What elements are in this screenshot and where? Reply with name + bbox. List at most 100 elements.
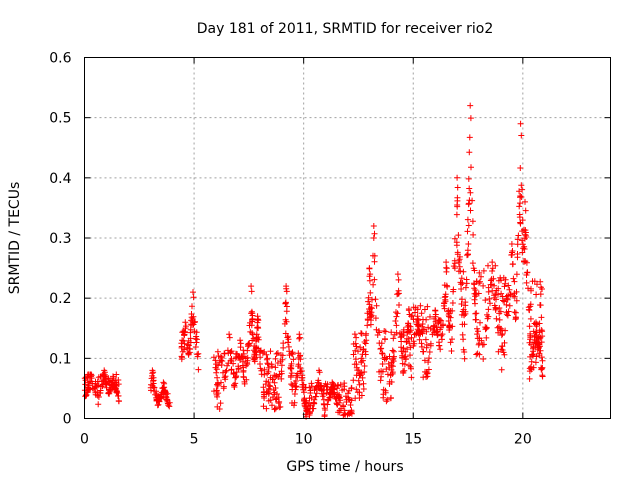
data-point	[421, 357, 428, 364]
data-point	[400, 370, 407, 376]
data-point	[418, 343, 425, 350]
data-point	[471, 281, 478, 288]
data-point	[217, 400, 224, 407]
data-point	[533, 336, 540, 343]
data-point	[152, 391, 159, 398]
data-point	[469, 260, 476, 267]
data-point	[425, 324, 432, 331]
data-point	[532, 332, 539, 339]
data-point	[382, 328, 389, 335]
data-point	[418, 310, 425, 317]
data-point	[408, 334, 415, 341]
data-point	[212, 357, 219, 364]
data-point	[288, 360, 295, 367]
data-point	[464, 252, 470, 259]
data-point	[84, 389, 91, 396]
data-point	[388, 329, 395, 336]
data-point	[332, 395, 339, 402]
data-point	[426, 349, 433, 355]
data-point	[293, 383, 300, 390]
data-point	[190, 289, 196, 296]
data-point	[366, 314, 373, 321]
data-point	[352, 356, 359, 363]
data-point	[351, 361, 358, 368]
data-point	[519, 217, 526, 224]
data-point	[455, 257, 462, 264]
data-point	[260, 403, 267, 410]
data-point	[518, 194, 525, 200]
data-point	[506, 286, 513, 293]
data-point	[189, 318, 196, 325]
data-point	[465, 201, 472, 208]
data-point	[379, 361, 386, 367]
data-point	[227, 349, 234, 356]
data-point	[361, 363, 368, 369]
data-point	[95, 394, 102, 400]
data-point	[323, 390, 330, 396]
data-point	[341, 380, 348, 387]
data-point	[398, 338, 405, 345]
data-point	[350, 377, 357, 384]
data-point	[225, 360, 232, 367]
data-point	[465, 175, 472, 182]
data-point	[303, 397, 310, 404]
data-point	[283, 283, 290, 290]
data-point	[516, 211, 523, 218]
data-point	[508, 241, 515, 247]
data-point	[214, 382, 221, 389]
data-point	[488, 281, 495, 288]
data-point	[533, 329, 539, 335]
data-point	[451, 235, 458, 242]
data-point	[275, 400, 282, 407]
axis-ticks	[84, 57, 611, 419]
data-point	[379, 368, 386, 375]
data-point	[187, 335, 194, 342]
data-point	[470, 231, 477, 238]
data-point	[396, 302, 402, 308]
data-point	[503, 301, 510, 308]
data-point	[278, 362, 285, 369]
data-point	[298, 374, 305, 381]
data-point	[496, 316, 503, 323]
data-point	[267, 348, 274, 355]
data-point	[371, 276, 378, 283]
data-point	[402, 348, 409, 355]
data-point	[537, 302, 544, 309]
data-point	[308, 380, 315, 387]
data-point	[497, 308, 504, 315]
data-point	[519, 186, 526, 193]
data-point	[313, 390, 320, 397]
data-point	[254, 313, 261, 320]
data-point	[517, 200, 523, 207]
data-point	[458, 286, 465, 292]
data-point	[501, 283, 508, 290]
data-point	[485, 306, 492, 313]
data-point	[484, 311, 490, 318]
data-point	[529, 351, 535, 358]
data-point	[464, 247, 471, 254]
data-point	[362, 340, 369, 347]
data-point	[364, 322, 371, 329]
data-point	[539, 286, 545, 292]
data-point	[355, 377, 362, 384]
data-point	[348, 397, 355, 404]
data-point	[306, 395, 313, 402]
data-point	[271, 406, 278, 413]
data-point	[512, 309, 519, 316]
data-point	[437, 317, 443, 323]
data-point	[358, 392, 365, 399]
data-point	[357, 372, 364, 379]
data-point	[272, 364, 279, 371]
data-point	[505, 282, 512, 289]
data-point	[516, 203, 523, 210]
data-point	[226, 331, 233, 338]
data-point	[194, 351, 201, 358]
data-point	[443, 264, 450, 271]
data-point	[390, 335, 397, 342]
data-point	[241, 353, 247, 360]
data-point	[330, 391, 337, 398]
data-point	[358, 358, 365, 365]
data-point	[455, 232, 462, 239]
x-tick-labels: 0 5 10 15 20	[80, 432, 532, 448]
